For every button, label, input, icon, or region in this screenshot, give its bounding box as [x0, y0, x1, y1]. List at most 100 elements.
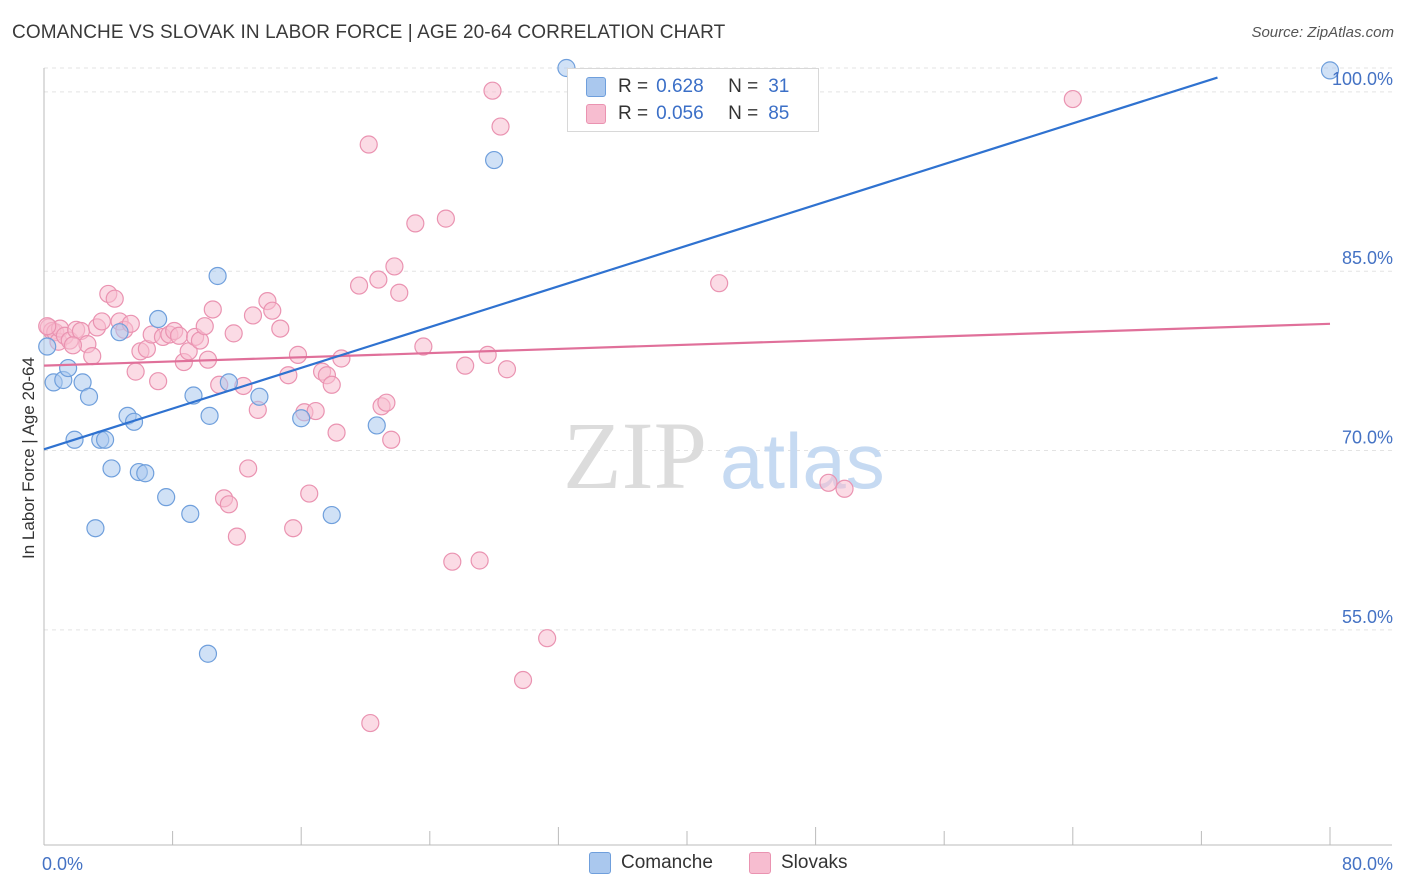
slovaks-point	[169, 326, 189, 345]
y-tick-label: 70.0%	[1342, 428, 1393, 448]
slovaks-legend-swatch	[749, 852, 771, 874]
comanche-legend-label: Comanche	[621, 852, 713, 873]
slovaks-point	[377, 393, 396, 412]
y-axis-label: In Labor Force | Age 20-64	[19, 357, 38, 559]
slovaks-point	[195, 317, 214, 336]
grid-lines	[44, 67, 1392, 631]
watermark-atlas: atlas	[720, 417, 885, 505]
chart-title: COMANCHE VS SLOVAK IN LABOR FORCE | AGE …	[12, 22, 726, 43]
n-label: N =	[728, 103, 759, 124]
slovaks-point	[327, 423, 346, 442]
slovaks-point	[263, 301, 282, 320]
slovaks-point	[203, 300, 222, 319]
slovaks-point	[243, 306, 263, 325]
slovaks-point	[1063, 89, 1082, 109]
slovaks-point	[239, 459, 258, 478]
slovaks-point	[382, 430, 401, 449]
slovaks-point	[390, 283, 409, 302]
comanche-swatch	[586, 77, 606, 97]
y-tick-label: 55.0%	[1342, 607, 1393, 627]
comanche-point	[110, 323, 129, 342]
comanche-point	[250, 387, 269, 406]
legend-row-comanche: R = 0.628 N = 31	[568, 74, 789, 100]
slovaks-point	[406, 214, 425, 233]
slovaks-point	[456, 356, 475, 375]
slovaks-point	[470, 551, 489, 570]
slovaks-point	[126, 362, 145, 381]
comanche-point	[86, 519, 105, 538]
slovaks-n-value: 85	[768, 103, 790, 124]
comanche-point	[208, 266, 227, 286]
comanche-point	[136, 464, 155, 483]
comanche-point	[322, 505, 341, 525]
slovaks-point	[105, 289, 124, 308]
slovaks-point	[219, 495, 238, 514]
slovaks-point	[491, 117, 510, 136]
slovaks-point	[149, 372, 168, 391]
slovaks-point	[63, 336, 83, 355]
slovaks-point	[288, 345, 308, 364]
comanche-points	[38, 58, 1340, 663]
slovaks-point	[361, 713, 380, 733]
slovaks-point	[284, 519, 303, 538]
comanche-point	[292, 409, 311, 428]
y-tick-label: 100.0%	[1332, 69, 1393, 89]
x-tick-label: 0.0%	[42, 854, 83, 874]
slovaks-point	[224, 324, 243, 343]
comanche-point	[485, 150, 504, 170]
slovaks-trend-line	[43, 322, 1331, 367]
slovaks-point	[835, 479, 854, 498]
comanche-point	[149, 309, 168, 329]
slovaks-points	[38, 81, 1082, 733]
slovaks-legend-label: Slovaks	[781, 852, 848, 873]
slovaks-point	[478, 345, 497, 364]
slovaks-point	[443, 552, 462, 571]
n-label: N =	[728, 76, 759, 97]
slovaks-point	[414, 337, 433, 356]
slovaks-point	[359, 135, 378, 154]
slovaks-point	[227, 527, 246, 546]
comanche-r-value: 0.628	[656, 76, 704, 97]
slovaks-point	[306, 401, 325, 421]
series-legend: Comanche Slovaks	[0, 852, 1406, 878]
legend-item-comanche: Comanche	[589, 852, 713, 874]
slovaks-r-value: 0.056	[656, 103, 704, 124]
slovaks-point	[271, 319, 290, 338]
slovaks-point	[92, 312, 111, 331]
comanche-point	[95, 430, 115, 449]
tick-labels: 100.0% 85.0% 70.0% 55.0% 0.0% 80.0%	[42, 69, 1393, 874]
slovaks-point	[436, 209, 455, 228]
slovaks-point	[710, 274, 729, 293]
slovaks-swatch	[586, 104, 606, 124]
y-tick-label: 85.0%	[1342, 248, 1393, 268]
source-label: Source: ZipAtlas.com	[1251, 24, 1394, 41]
slovaks-point	[83, 346, 102, 366]
slovaks-point	[483, 81, 502, 100]
comanche-point	[1320, 61, 1340, 80]
watermark: ZIP atlas	[563, 402, 885, 509]
comanche-point	[38, 337, 57, 356]
comanche-point	[157, 488, 176, 507]
comanche-point	[367, 416, 386, 435]
slovaks-point	[819, 473, 838, 492]
slovaks-point	[513, 670, 533, 690]
comanche-point	[198, 644, 218, 663]
slovaks-point	[369, 270, 388, 289]
slovaks-point	[538, 629, 557, 648]
comanche-legend-swatch	[589, 852, 611, 874]
legend-item-slovaks: Slovaks	[749, 852, 848, 874]
slovaks-point	[349, 276, 369, 295]
comanche-trend-line	[43, 76, 1218, 451]
watermark-zip: ZIP	[563, 402, 707, 509]
comanche-point	[181, 504, 200, 523]
slovaks-point	[38, 317, 57, 336]
comanche-point	[59, 358, 78, 378]
legend-row-slovaks: R = 0.056 N = 85	[568, 101, 789, 127]
slovaks-point	[322, 375, 341, 394]
comanche-point	[200, 406, 219, 425]
axes	[43, 68, 1392, 846]
slovaks-point	[385, 257, 404, 276]
comanche-n-value: 31	[768, 76, 790, 97]
slovaks-point	[300, 484, 319, 503]
